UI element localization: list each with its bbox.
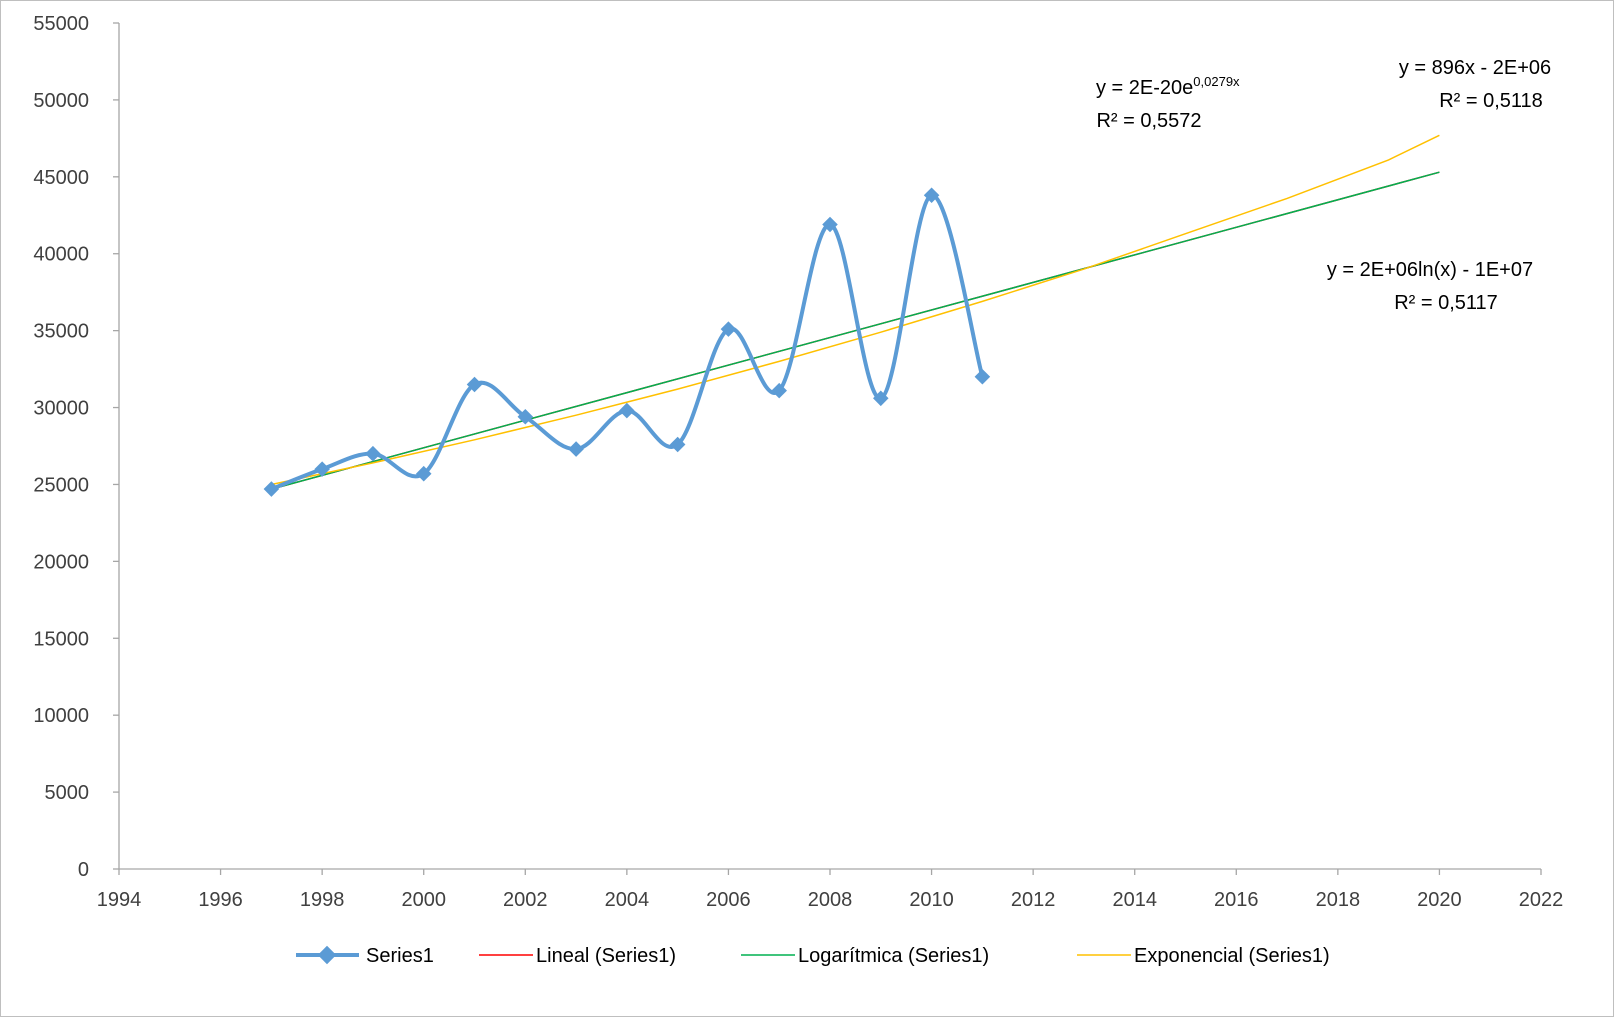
linear-equation: y = 896x - 2E+06 <box>1399 57 1551 79</box>
linear-r2: R² = 0,5118 <box>1439 90 1543 112</box>
exp-trendline <box>271 134 1440 486</box>
y-tick-label: 5000 <box>45 782 90 804</box>
log-equation: y = 2E+06ln(x) - 1E+07 <box>1327 259 1533 281</box>
x-tick-label: 1996 <box>198 889 243 911</box>
y-tick-label: 15000 <box>33 628 89 650</box>
y-tick-label: 45000 <box>33 167 89 189</box>
log-trendline <box>271 171 1440 490</box>
trendlines <box>271 134 1440 490</box>
diamond-marker-icon <box>317 945 337 965</box>
legend-label-series1: Series1 <box>366 945 434 967</box>
x-tick-label: 2016 <box>1214 889 1259 911</box>
series1-point <box>415 465 432 482</box>
series1-point <box>619 402 635 419</box>
x-tick-label: 2012 <box>1011 889 1056 911</box>
x-tick-label: 2018 <box>1316 889 1361 911</box>
legend-item-exponencial: Exponencial (Series1) <box>1077 945 1330 967</box>
series1-point <box>517 408 534 425</box>
y-tick-label: 20000 <box>33 551 89 573</box>
legend-item-series1: Series1 <box>296 945 434 967</box>
x-tick-label: 2014 <box>1112 889 1157 911</box>
x-tick-label: 1994 <box>97 889 142 911</box>
series1-point <box>568 441 584 457</box>
series1-point <box>974 368 991 385</box>
legend-item-lineal: Lineal (Series1) <box>479 945 676 967</box>
legend-label-exponencial: Exponencial (Series1) <box>1134 945 1330 967</box>
series1-point <box>669 436 686 453</box>
legend-label-lineal: Lineal (Series1) <box>536 945 676 967</box>
x-tick-label: 2002 <box>503 889 548 911</box>
legend-item-logaritmica: Logarítmica (Series1) <box>741 945 989 967</box>
series1-point <box>466 376 483 393</box>
y-tick-label: 30000 <box>33 398 89 420</box>
series1-point <box>771 382 787 399</box>
exp-r2: R² = 0,5572 <box>1096 110 1201 132</box>
y-tick-label: 25000 <box>33 474 89 496</box>
series1-point <box>314 461 330 477</box>
x-tick-label: 2022 <box>1519 889 1564 911</box>
trendline-equations: y = 2E-20e0,0279x R² = 0,5572 y = 896x -… <box>1096 57 1551 314</box>
x-tick-label: 2020 <box>1417 889 1462 911</box>
axes: 0 5000 10000 15000 20000 25000 30000 35000 40000… <box>33 13 1563 911</box>
y-tick-label: 10000 <box>33 705 89 727</box>
exp-equation: y = 2E-20e0,0279x <box>1096 74 1240 99</box>
series1-point <box>873 390 889 407</box>
series1-line <box>270 193 985 491</box>
y-tick-label: 40000 <box>33 244 89 266</box>
series1-point <box>365 445 381 462</box>
legend-label-logaritmica: Logarítmica (Series1) <box>798 945 989 967</box>
y-tick-label: 35000 <box>33 321 89 343</box>
y-tick-label: 0 <box>78 859 89 881</box>
legend: Series1 Lineal (Series1) Logarítmica (Se… <box>296 945 1330 967</box>
x-tick-label: 2010 <box>909 889 954 911</box>
x-tick-label: 1998 <box>300 889 345 911</box>
x-tick-label: 2008 <box>808 889 853 911</box>
log-r2: R² = 0,5117 <box>1394 292 1498 314</box>
x-tick-label: 2004 <box>605 889 650 911</box>
y-tick-label: 55000 <box>33 13 89 35</box>
x-tick-label: 2000 <box>401 889 446 911</box>
y-tick-label: 50000 <box>33 90 89 112</box>
series1 <box>263 187 991 497</box>
x-tick-label: 2006 <box>706 889 751 911</box>
series1-point <box>263 481 280 497</box>
series1-point <box>720 321 737 337</box>
